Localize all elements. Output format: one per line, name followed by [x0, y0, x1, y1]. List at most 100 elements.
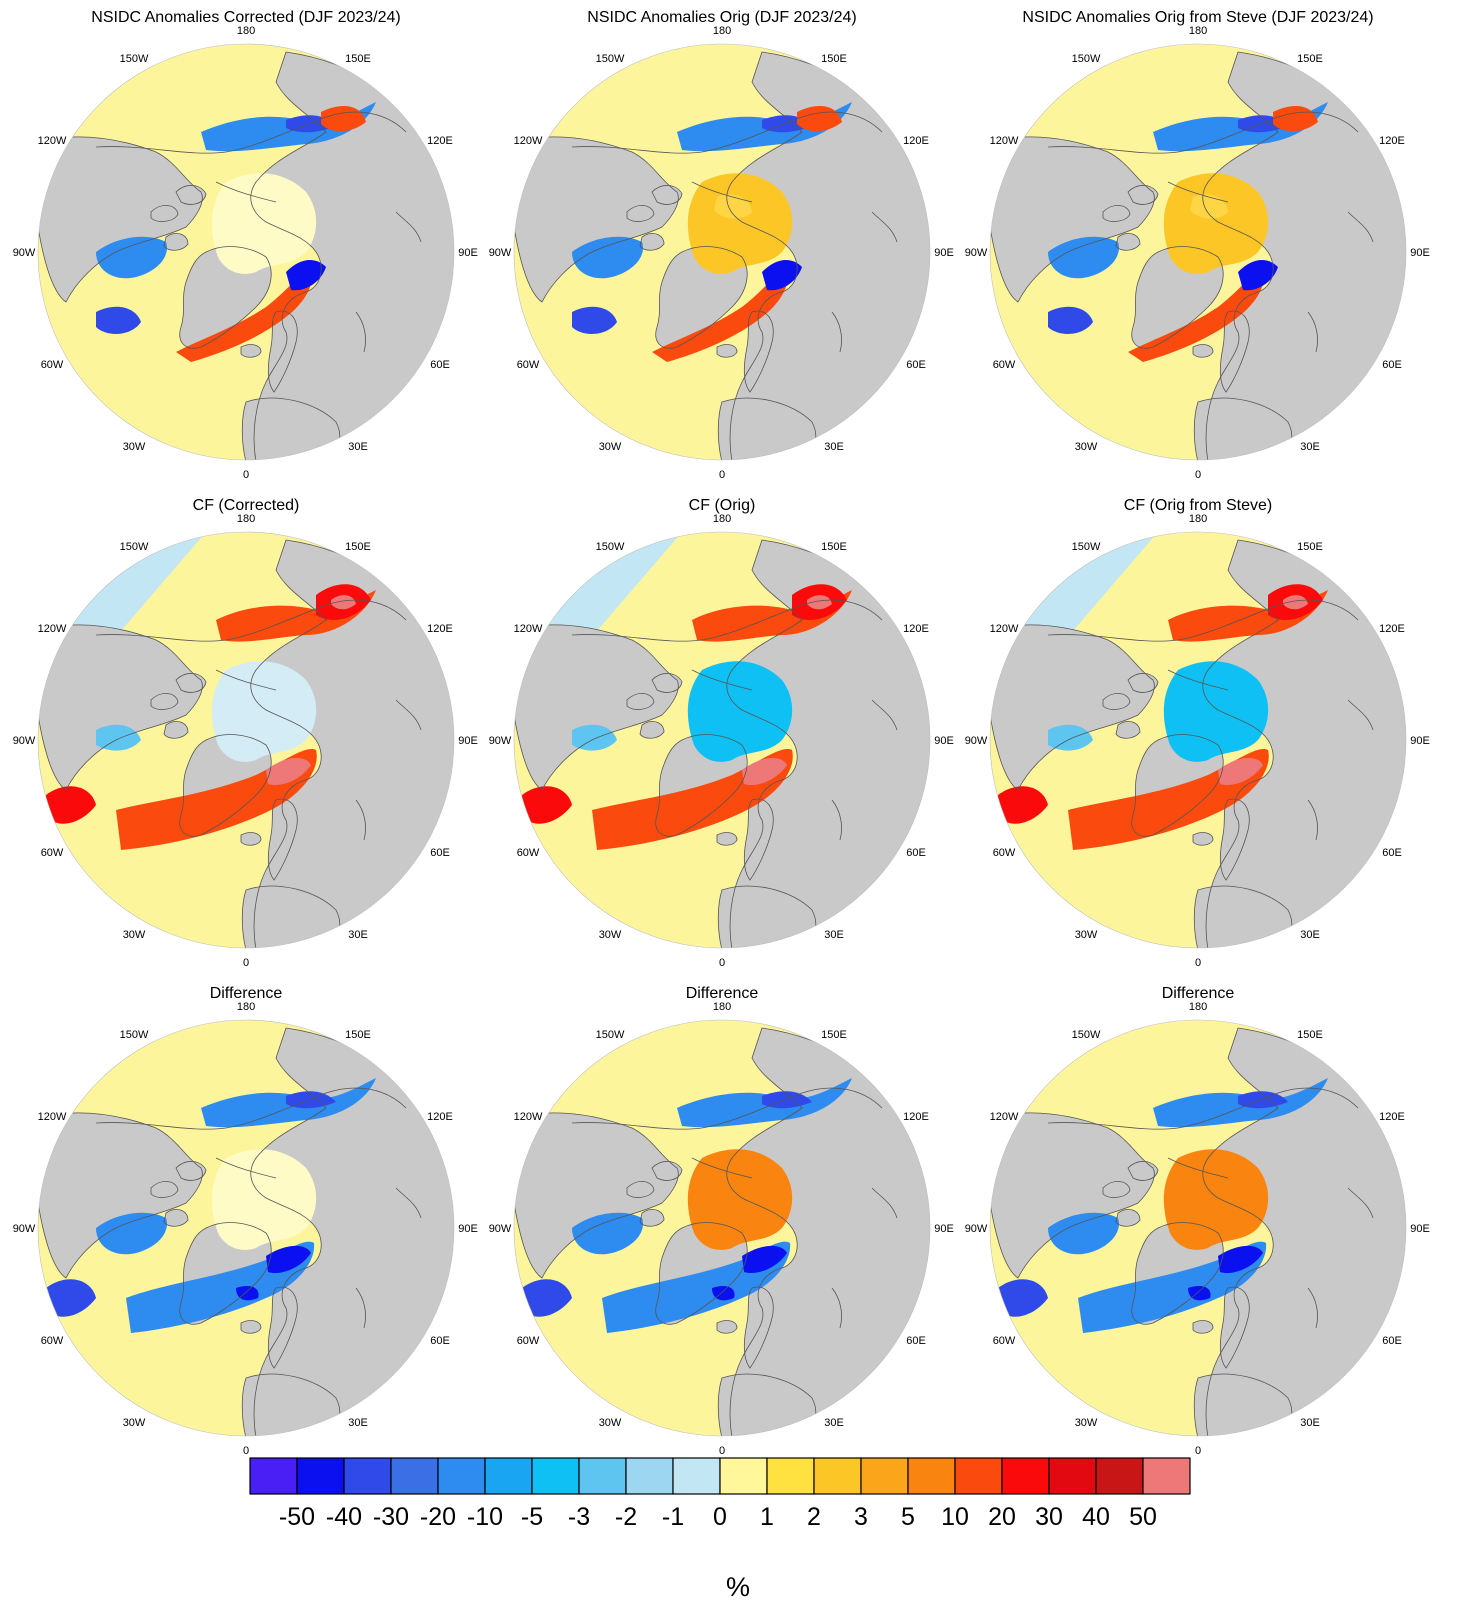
longitude-label: 60W — [993, 847, 1016, 859]
longitude-label: 90W — [965, 1223, 988, 1235]
longitude-label: 30E — [348, 929, 368, 941]
longitude-label: 30E — [348, 441, 368, 453]
colorbar-box — [531, 1457, 580, 1495]
longitude-label: 90E — [934, 735, 954, 747]
colorbar-tick-label: 30 — [1035, 1503, 1063, 1531]
colorbar-tick-label: 3 — [854, 1503, 868, 1531]
colorbar-box — [625, 1457, 674, 1495]
longitude-label: 60W — [517, 359, 540, 371]
colorbar-box — [390, 1457, 439, 1495]
colorbar-tick-label: 2 — [807, 1503, 821, 1531]
polar-map — [38, 532, 454, 948]
colorbar-box — [954, 1457, 1003, 1495]
panel-title: CF (Orig) — [689, 497, 756, 514]
longitude-label: 0 — [719, 469, 725, 481]
longitude-label: 120W — [514, 623, 543, 635]
longitude-label: 60W — [41, 847, 64, 859]
longitude-label: 30E — [824, 1417, 844, 1429]
longitude-label: 30W — [123, 929, 146, 941]
panel-title: Difference — [686, 985, 759, 1002]
longitude-label: 90W — [489, 735, 512, 747]
longitude-label: 180 — [713, 1001, 731, 1013]
longitude-label: 150W — [120, 1029, 149, 1041]
longitude-label: 60W — [41, 1335, 64, 1347]
colorbar-box — [249, 1457, 298, 1495]
longitude-label: 180 — [713, 513, 731, 525]
longitude-label: 60E — [906, 847, 926, 859]
longitude-label: 90E — [1410, 247, 1430, 259]
colorbar-box — [1048, 1457, 1097, 1495]
longitude-label: 30E — [1300, 929, 1320, 941]
longitude-label: 120E — [427, 623, 453, 635]
longitude-label: 30E — [824, 929, 844, 941]
longitude-label: 150E — [1297, 541, 1323, 553]
panel-title: CF (Corrected) — [193, 497, 300, 514]
longitude-label: 90E — [934, 1223, 954, 1235]
colorbar-box — [484, 1457, 533, 1495]
longitude-label: 0 — [243, 1445, 249, 1457]
colorbar-tick-label: 20 — [988, 1503, 1016, 1531]
longitude-label: 0 — [243, 469, 249, 481]
map-panel-1: NSIDC Anomalies Corrected (DJF 2023/24)1… — [13, 9, 478, 481]
longitude-label: 90W — [13, 247, 36, 259]
longitude-label: 60E — [430, 359, 450, 371]
longitude-label: 0 — [719, 1445, 725, 1457]
map-panel-3: NSIDC Anomalies Orig from Steve (DJF 202… — [965, 9, 1430, 481]
longitude-label: 60E — [1382, 359, 1402, 371]
longitude-label: 180 — [1189, 1001, 1207, 1013]
longitude-label: 120E — [427, 135, 453, 147]
longitude-label: 150E — [821, 53, 847, 65]
colorbar-box — [1142, 1457, 1191, 1495]
polar-map — [514, 1020, 930, 1436]
colorbar-box — [1001, 1457, 1050, 1495]
longitude-label: 120W — [990, 623, 1019, 635]
longitude-label: 120W — [38, 135, 67, 147]
longitude-label: 120E — [903, 1111, 929, 1123]
colorbar-tick-label: -30 — [373, 1503, 409, 1531]
longitude-label: 30W — [123, 441, 146, 453]
panel-title: NSIDC Anomalies Orig (DJF 2023/24) — [587, 9, 856, 26]
longitude-label: 180 — [237, 1001, 255, 1013]
longitude-label: 90W — [489, 1223, 512, 1235]
colorbar-tick-label: -2 — [615, 1503, 637, 1531]
colorbar-tick-label: -20 — [420, 1503, 456, 1531]
longitude-label: 150W — [120, 53, 149, 65]
longitude-label: 150E — [821, 1029, 847, 1041]
polar-map — [990, 44, 1406, 460]
colorbar-tick-label: 0 — [713, 1503, 727, 1531]
longitude-label: 60W — [993, 359, 1016, 371]
longitude-label: 60E — [430, 847, 450, 859]
colorbar-box — [1095, 1457, 1144, 1495]
longitude-label: 180 — [1189, 25, 1207, 37]
longitude-label: 120E — [903, 623, 929, 635]
longitude-label: 90E — [458, 247, 478, 259]
longitude-label: 180 — [237, 25, 255, 37]
longitude-label: 90W — [965, 247, 988, 259]
longitude-label: 60E — [1382, 1335, 1402, 1347]
colorbar-boxes — [249, 1457, 1191, 1495]
colorbar-tick-label: -3 — [568, 1503, 590, 1531]
colorbar-box — [907, 1457, 956, 1495]
map-panel-4: CF (Corrected)180 150E 120E 90E 60E 30E 0 30W 60… — [13, 497, 478, 969]
longitude-label: 90E — [934, 247, 954, 259]
longitude-label: 60W — [41, 359, 64, 371]
colorbar-tick-label: 40 — [1082, 1503, 1110, 1531]
longitude-label: 0 — [719, 957, 725, 969]
colorbar-tick-label: -5 — [521, 1503, 543, 1531]
longitude-label: 150E — [345, 1029, 371, 1041]
longitude-label: 120W — [514, 135, 543, 147]
polar-map — [38, 1020, 454, 1436]
panel-title: Difference — [210, 985, 283, 1002]
longitude-label: 30E — [1300, 1417, 1320, 1429]
longitude-label: 150W — [1072, 53, 1101, 65]
longitude-label: 150E — [345, 53, 371, 65]
colorbar-tick-label: 1 — [760, 1503, 774, 1531]
longitude-label: 150W — [1072, 1029, 1101, 1041]
longitude-label: 90E — [458, 735, 478, 747]
longitude-label: 120E — [427, 1111, 453, 1123]
longitude-label: 0 — [1195, 1445, 1201, 1457]
colorbar-box — [296, 1457, 345, 1495]
longitude-label: 30W — [1075, 1417, 1098, 1429]
map-panel-5: CF (Orig)180 150E 120E 90E 60E 30E 0 30W 60W 90W 1… — [489, 497, 954, 969]
